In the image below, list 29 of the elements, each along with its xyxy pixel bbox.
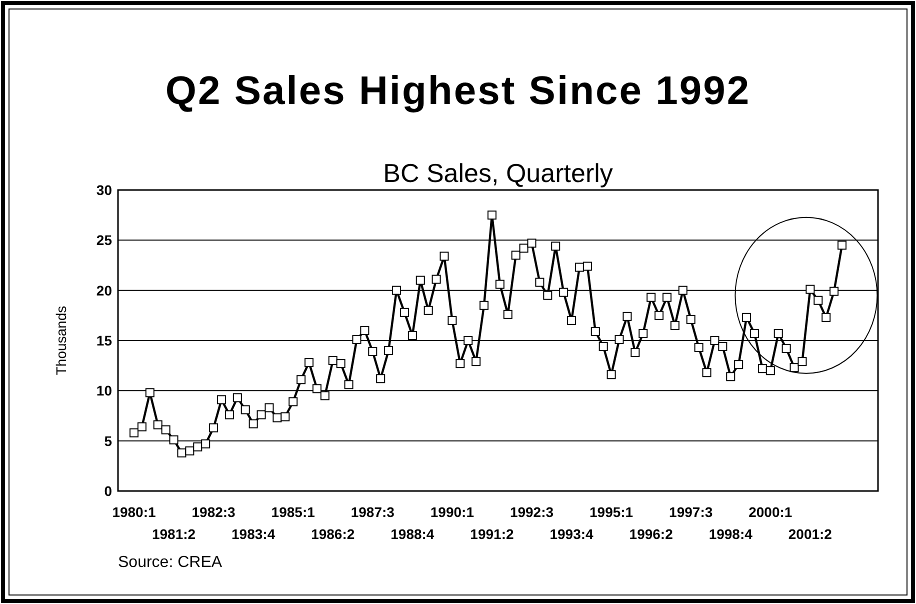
- x-tick-label: 1987:3: [350, 504, 395, 520]
- x-tick-label: 1993:4: [550, 526, 594, 542]
- x-tick-label: 1998:4: [708, 526, 753, 542]
- source-note: Source: CREA: [118, 554, 222, 571]
- x-tick-label: 1981:2: [152, 526, 196, 542]
- x-tick-label: 1985:1: [271, 504, 316, 520]
- y-tick-label: 20: [96, 282, 112, 298]
- x-tick-label: 1991:2: [470, 526, 514, 542]
- y-axis-title: Thousands: [53, 306, 69, 376]
- chart-subtitle: BC Sales, Quarterly: [383, 158, 613, 188]
- x-tick-label: 1983:4: [232, 526, 276, 542]
- x-tick-label: 1992:3: [510, 504, 554, 520]
- x-tick-label: 1996:2: [629, 526, 674, 542]
- y-tick-label: 15: [96, 332, 112, 348]
- chart-title: Q2 Sales Highest Since 1992: [165, 69, 751, 113]
- x-tick-label: 1982:3: [192, 504, 236, 520]
- y-tick-label: 10: [96, 382, 112, 399]
- y-tick-label: 5: [104, 432, 112, 449]
- y-tick-label: 30: [96, 182, 112, 198]
- x-tick-label: 1980:1: [112, 504, 156, 520]
- x-tick-label: 1986:2: [311, 526, 355, 542]
- y-tick-label: 0: [104, 483, 112, 499]
- x-tick-label: 2001:2: [788, 526, 832, 542]
- x-tick-label: 2000:1: [748, 504, 792, 520]
- x-tick-label: 1990:1: [430, 504, 474, 520]
- x-tick-label: 1997:3: [669, 504, 713, 520]
- x-tick-label: 1988:4: [390, 526, 434, 542]
- y-tick-label: 25: [96, 232, 112, 248]
- x-tick-label: 1995:1: [590, 504, 634, 520]
